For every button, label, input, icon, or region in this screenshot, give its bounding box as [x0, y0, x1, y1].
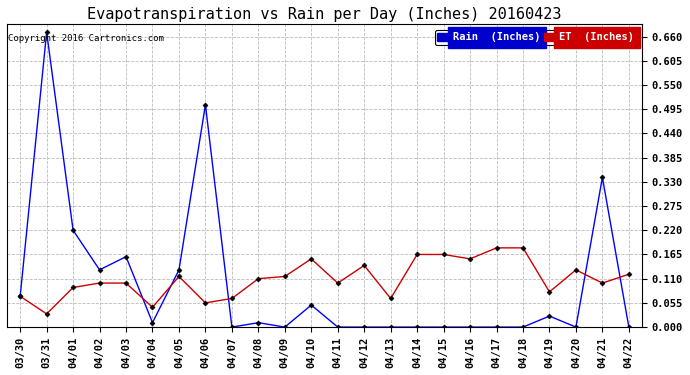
Text: Copyright 2016 Cartronics.com: Copyright 2016 Cartronics.com	[8, 34, 164, 43]
Title: Evapotranspiration vs Rain per Day (Inches) 20160423: Evapotranspiration vs Rain per Day (Inch…	[87, 7, 562, 22]
Legend: Rain  (Inches), ET  (Inches): Rain (Inches), ET (Inches)	[435, 30, 637, 45]
